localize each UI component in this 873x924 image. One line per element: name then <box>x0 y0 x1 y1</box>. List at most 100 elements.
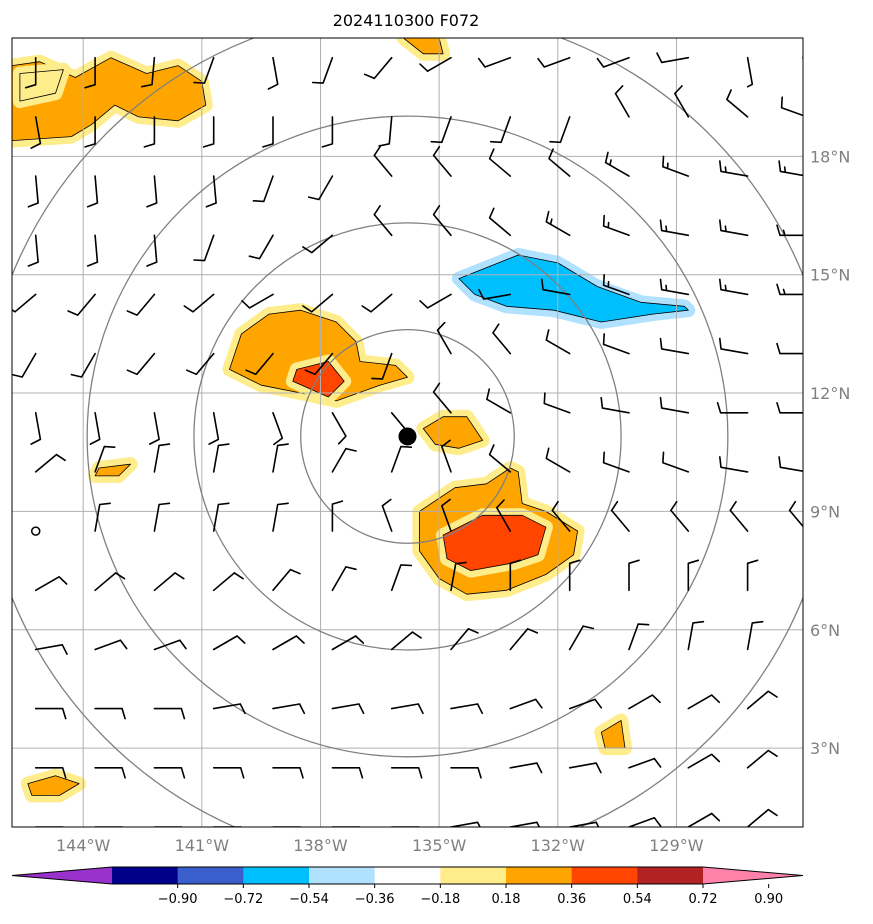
wind-barb-calm <box>802 55 803 61</box>
wind-barb <box>390 445 413 473</box>
wind-barb <box>89 412 101 445</box>
wind-barb <box>509 628 539 651</box>
lat-tick-label: 6°N <box>810 621 840 640</box>
wind-barb <box>272 703 306 715</box>
wind-barb <box>390 767 423 779</box>
wind-barb <box>549 116 571 144</box>
wind-barb <box>602 333 630 355</box>
wind-barb <box>307 175 334 201</box>
chart-title: 2024110300 F072 <box>333 11 480 30</box>
wind-barb <box>441 498 452 532</box>
wind-barb <box>212 572 244 592</box>
wind-barb <box>321 116 334 148</box>
wind-barb <box>687 559 700 592</box>
wind-barb <box>361 293 393 313</box>
wind-barb <box>432 205 452 237</box>
range-ring <box>193 222 622 651</box>
wind-barb <box>450 628 479 651</box>
shade-region-5 <box>422 416 484 449</box>
shade-region-1 <box>19 69 64 102</box>
wind-barb <box>126 293 156 316</box>
wind-barb <box>331 635 365 651</box>
colorbar-label: 0.54 <box>623 892 652 907</box>
wind-barb <box>27 234 39 267</box>
wind-barb <box>153 443 171 473</box>
colorbar-segment <box>506 867 573 884</box>
wind-barb <box>545 329 571 355</box>
wind-barb <box>450 561 467 592</box>
wind-barb <box>496 499 512 532</box>
wind-barb <box>488 148 512 177</box>
wind-barb <box>94 639 128 651</box>
wind-barb <box>272 635 305 651</box>
shade-region-3 <box>229 309 408 402</box>
wind-barb <box>94 502 111 532</box>
wind-barb <box>262 116 274 148</box>
wind-barb <box>486 388 512 414</box>
wind-barb <box>30 116 42 149</box>
wind-barb <box>186 352 215 376</box>
wind-barb <box>432 145 452 177</box>
wind-barb <box>719 337 749 355</box>
wind-barb <box>687 694 721 710</box>
colorbar-label: 0.18 <box>492 892 521 907</box>
wind-barb <box>390 703 424 715</box>
wind-barb <box>746 749 778 769</box>
range-ring <box>300 329 515 544</box>
lon-tick-label: 129°W <box>649 836 704 855</box>
wind-barb <box>272 412 284 446</box>
colorbar-label: −0.54 <box>289 892 329 907</box>
wind-barb <box>241 293 274 309</box>
wind-barb <box>568 762 602 774</box>
wind-barb <box>746 559 759 592</box>
wind-barb <box>212 443 230 473</box>
colorbar-segment <box>440 867 507 884</box>
wind-barb <box>807 563 822 591</box>
wind-barb <box>662 155 690 177</box>
wind-barb <box>252 175 274 203</box>
shade-region-7 <box>442 514 547 571</box>
wind-barb <box>489 116 512 144</box>
wind-barb <box>488 444 512 473</box>
wind-barb <box>807 806 834 827</box>
wind-barb <box>545 447 571 473</box>
colorbar-extend-high <box>703 867 803 884</box>
lon-tick-label: 141°W <box>175 836 230 855</box>
wind-barb <box>788 500 803 528</box>
wind-barb <box>509 698 543 710</box>
shade-region-11 <box>27 775 80 796</box>
wind-barb <box>670 500 690 532</box>
wind-barb <box>628 694 661 710</box>
wind-barb <box>729 500 749 532</box>
wind-barb <box>148 412 160 445</box>
wind-barb <box>602 214 630 237</box>
wind-barb <box>477 56 512 68</box>
wind-barb <box>719 160 749 177</box>
wind-barb <box>662 451 690 473</box>
wind-barb <box>746 808 778 827</box>
wind-barbs <box>12 52 834 827</box>
wind-barb <box>193 56 215 84</box>
wind-barb <box>568 559 581 592</box>
wind-barb <box>628 817 662 827</box>
wind-barb <box>212 767 245 779</box>
wind-barb <box>726 89 749 118</box>
wind-barb <box>390 564 413 592</box>
wind-barb <box>212 502 230 532</box>
wind-barb <box>596 56 630 68</box>
shade-region-9 <box>94 463 132 477</box>
lat-tick-label: 3°N <box>810 739 840 758</box>
colorbar-segment <box>637 867 704 884</box>
wind-barb <box>716 402 749 414</box>
lon-tick-label: 144°W <box>56 836 111 855</box>
wind-barb <box>34 453 66 473</box>
wind-barb <box>687 753 721 769</box>
colorbar-label: 0.90 <box>754 892 783 907</box>
wind-barb <box>331 703 365 715</box>
wind-barb <box>212 635 246 651</box>
storm-center-marker <box>398 427 417 446</box>
wind-barb <box>430 116 452 144</box>
wind-barb <box>331 412 347 445</box>
wind-barb <box>34 576 68 592</box>
axis-tick-labels: 144°W 141°W 138°W 135°W 132°W 129°W 3°N 6°N 9°N 1… <box>56 147 850 855</box>
